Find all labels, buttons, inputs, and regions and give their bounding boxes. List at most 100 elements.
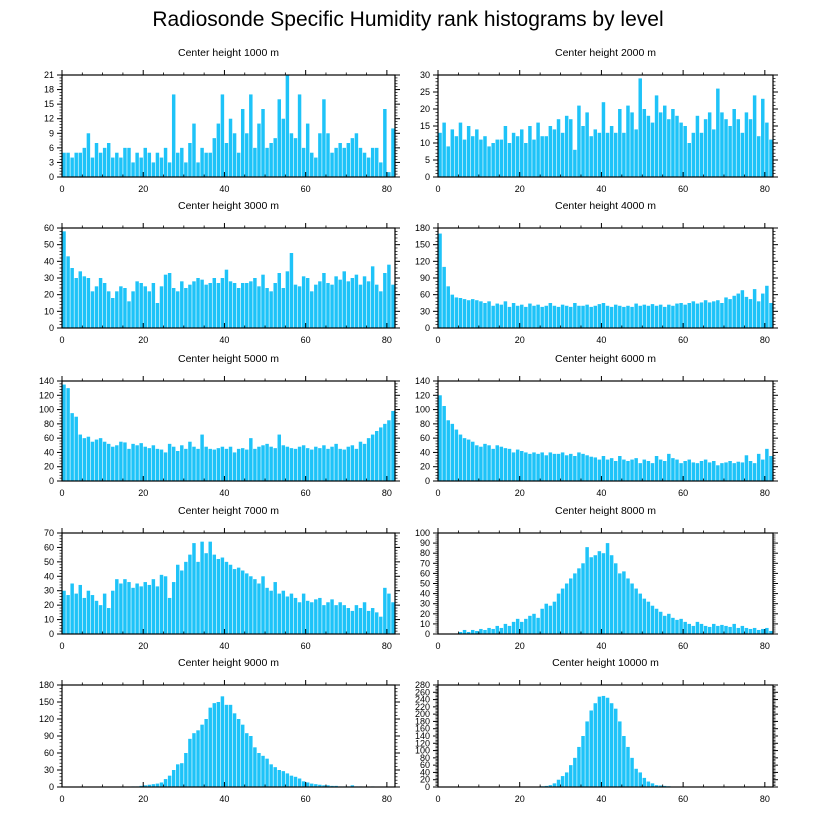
x-tick-label: 0 — [435, 184, 440, 194]
bar — [265, 587, 269, 634]
bar — [147, 152, 152, 177]
bar — [597, 551, 602, 634]
bar — [507, 143, 512, 177]
bar — [589, 710, 593, 787]
bar — [261, 755, 265, 787]
bar — [507, 306, 512, 328]
bar — [245, 733, 249, 787]
bar — [204, 553, 208, 634]
bar — [642, 459, 647, 481]
bar — [470, 136, 475, 177]
bar — [167, 273, 172, 328]
bar — [318, 281, 322, 328]
y-tick-label: 40 — [420, 447, 430, 457]
bar — [350, 138, 355, 177]
x-tick-label: 80 — [760, 335, 770, 345]
bar — [111, 298, 115, 328]
bar — [581, 126, 585, 177]
bar — [208, 283, 212, 328]
bar — [346, 281, 351, 328]
y-tick-label: 10 — [420, 619, 430, 629]
bar — [66, 256, 70, 328]
bar — [253, 278, 257, 328]
bar — [94, 143, 99, 177]
bar — [613, 461, 618, 481]
bar — [310, 449, 314, 481]
bar — [285, 596, 290, 634]
bar — [358, 147, 363, 177]
x-tick-label: 60 — [678, 335, 688, 345]
panel-title: Center height 2000 m — [555, 47, 656, 59]
bar — [106, 143, 111, 177]
bar — [70, 583, 74, 634]
bar — [285, 773, 290, 787]
bar — [524, 618, 528, 634]
bar — [573, 573, 577, 634]
y-tick-label: 0 — [425, 476, 430, 486]
bar — [322, 605, 326, 634]
bar — [691, 301, 696, 328]
bar — [212, 554, 217, 634]
bar — [208, 707, 212, 787]
bar — [675, 115, 679, 177]
y-tick-label: 0 — [49, 323, 54, 333]
bar — [261, 445, 265, 481]
y-tick-label: 18 — [44, 85, 54, 95]
bar — [589, 557, 593, 634]
x-tick-label: 0 — [59, 184, 64, 194]
bar — [184, 288, 188, 328]
bar — [642, 777, 647, 787]
bar — [646, 781, 651, 787]
y-tick-label: 12 — [44, 114, 54, 124]
bar — [503, 301, 508, 328]
bar — [155, 152, 160, 177]
bar — [155, 448, 160, 481]
bar — [577, 452, 581, 481]
x-tick-label: 0 — [59, 641, 64, 651]
bar — [765, 285, 769, 328]
bar — [761, 459, 765, 481]
bar — [491, 305, 495, 328]
bar — [139, 157, 143, 177]
bar — [358, 441, 363, 481]
bar — [236, 152, 241, 177]
bar — [765, 448, 769, 481]
bar — [524, 306, 528, 328]
y-tick-label: 20 — [420, 775, 430, 785]
bar — [297, 286, 302, 328]
bar — [520, 129, 524, 177]
bar — [216, 558, 221, 634]
bar — [167, 597, 172, 634]
bar — [338, 279, 342, 328]
bar — [383, 109, 387, 177]
bar — [277, 593, 281, 634]
bar — [507, 448, 512, 481]
bar — [127, 448, 131, 481]
bar — [289, 593, 294, 634]
chart-panel: Center height 8000 m0 20 40 60 8001020304050… — [415, 505, 778, 651]
x-tick-label: 40 — [219, 794, 229, 804]
bar — [487, 445, 491, 481]
bar — [192, 543, 196, 634]
bar — [752, 95, 757, 177]
bar — [301, 147, 306, 177]
plot-frame — [61, 684, 396, 788]
bar — [744, 112, 749, 177]
bar — [74, 593, 78, 634]
bar — [171, 770, 176, 787]
bar — [269, 446, 273, 481]
panel-title: Center height 7000 m — [178, 505, 279, 517]
bar — [74, 152, 78, 177]
bar — [314, 157, 318, 177]
bar — [569, 119, 573, 177]
bar — [310, 152, 314, 177]
y-tick-label: 60 — [420, 760, 430, 770]
x-tick-label: 40 — [596, 488, 606, 498]
bar — [334, 605, 338, 634]
y-tick-label: 90 — [420, 273, 430, 283]
bar — [200, 279, 204, 328]
bar — [236, 567, 241, 634]
y-tick-label: 0 — [49, 782, 54, 792]
x-tick-label: 60 — [678, 184, 688, 194]
bar — [462, 438, 467, 481]
